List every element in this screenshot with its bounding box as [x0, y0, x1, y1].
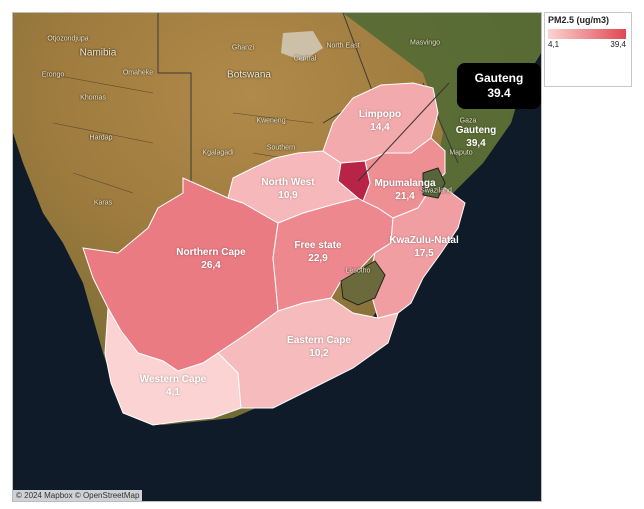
province-label-limpopo: Limpopo 14,4 [358, 109, 402, 133]
place-label: Karas [93, 199, 113, 207]
map-svg [13, 13, 541, 501]
legend-color-bar [548, 29, 626, 39]
province-label-mpumalanga: Mpumalanga 21,4 [374, 178, 436, 202]
province-gauteng[interactable] [337, 160, 371, 202]
swaziland-area [422, 167, 446, 199]
legend-max-label: 39,4 [610, 40, 626, 49]
place-label: Otjozondjupa [47, 35, 89, 43]
place-label: Southern [266, 144, 296, 152]
province-label-free-state: Free state 22,9 [294, 240, 342, 264]
admin-lines [42, 72, 314, 194]
province-label-western-cape: Western Cape 4,1 [139, 374, 207, 398]
place-label: Khomas [80, 94, 106, 102]
province-label-northern-cape: Northern Cape 26,4 [176, 247, 246, 271]
legend-ticks: 4,1 39,4 [548, 40, 626, 49]
legend-title: PM2.5 (ug/m3) [548, 15, 610, 25]
country-label-namibia: Namibia [79, 47, 117, 59]
place-label: Gaza [459, 117, 477, 125]
province-label-kwazulu-natal: KwaZulu-Natal 17,5 [389, 235, 459, 259]
country-label-lesotho: Lesotho [345, 267, 371, 275]
country-label-swaziland: Swaziland [420, 187, 452, 195]
map-canvas[interactable]: Otjozondjupa Namibia Erongo Omaheke Khom… [12, 12, 542, 502]
tooltip-pointer [357, 82, 450, 182]
place-label: North East [326, 42, 360, 50]
legend-min-label: 4,1 [548, 40, 560, 49]
province-label-north-west: North West 10,9 [261, 177, 315, 201]
green-region [343, 13, 541, 193]
border-namibia [157, 13, 192, 183]
legend: PM2.5 (ug/m3) 4,1 39,4 [544, 12, 632, 87]
place-label: Omaheke [122, 69, 154, 77]
country-label-botswana: Botswana [227, 69, 271, 81]
place-label: Hardap [89, 134, 113, 142]
tooltip: Gauteng 39.4 [457, 63, 541, 109]
place-label: Masvingo [410, 39, 440, 47]
map-attribution[interactable]: © 2024 Mapbox © OpenStreetMap [13, 490, 143, 501]
place-label: Kgalagadi [202, 149, 234, 157]
place-label: Erongo [41, 71, 65, 79]
tooltip-name: Gauteng [474, 71, 524, 85]
salt-pan [281, 31, 323, 61]
province-label-eastern-cape: Eastern Cape 10,2 [287, 335, 351, 359]
province-label-gauteng: Gauteng 39,4 [455, 125, 497, 149]
tooltip-value: 39.4 [487, 86, 511, 100]
place-label: Ghanzi [231, 44, 255, 52]
place-label: Maputo [449, 149, 473, 157]
lesotho-area [340, 260, 386, 306]
place-label: Kweneng [256, 117, 286, 125]
place-label: Central [293, 55, 317, 63]
